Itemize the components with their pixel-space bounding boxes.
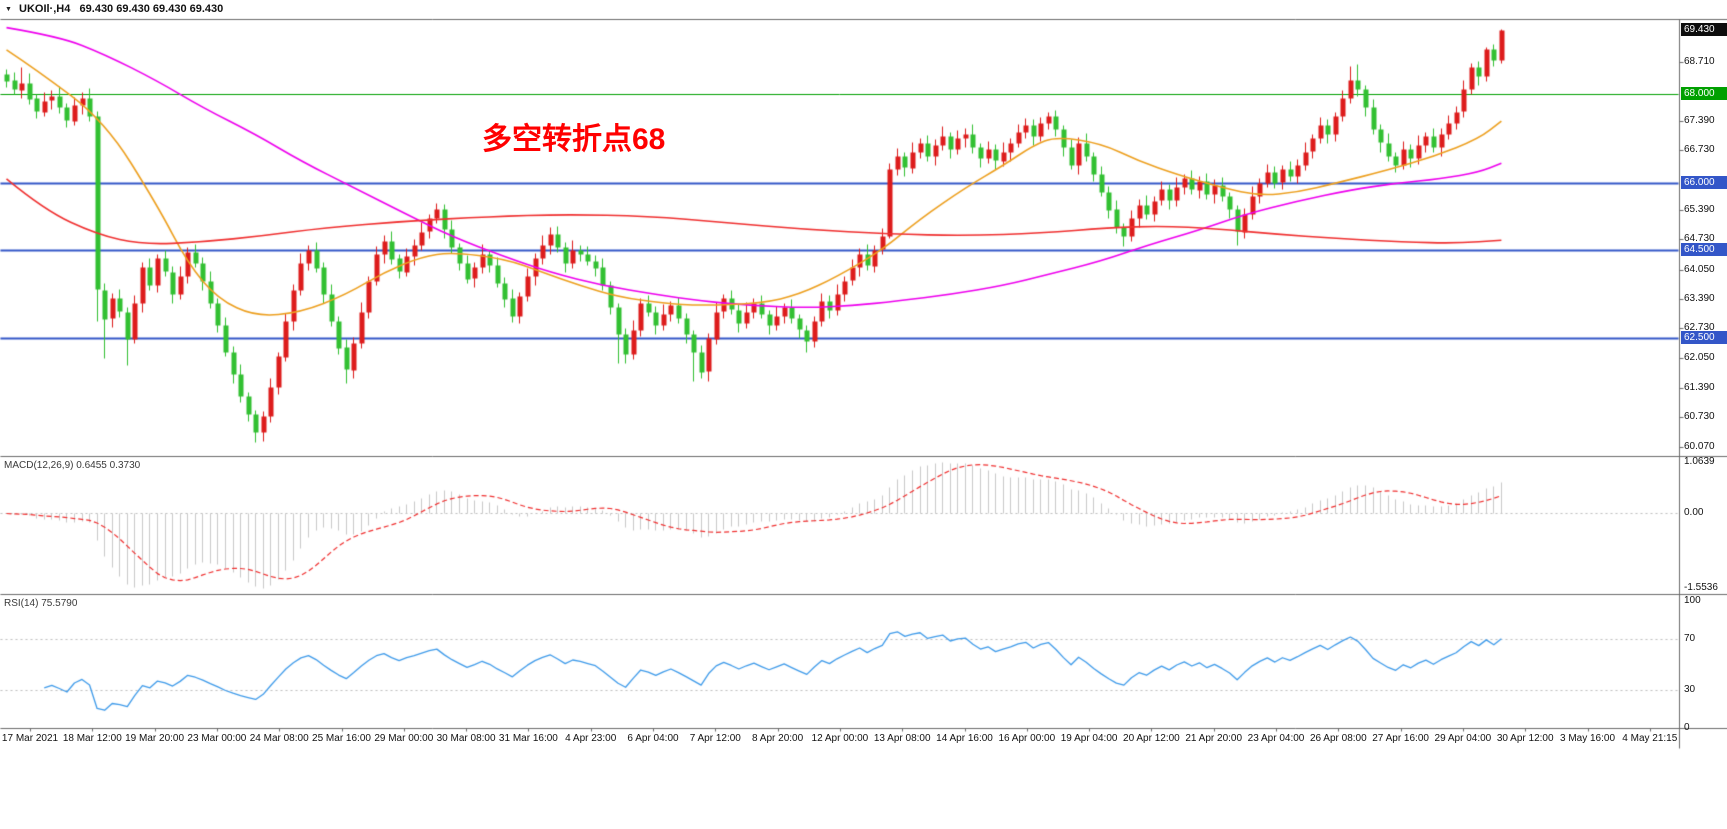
price-tick-label: 62.730: [1684, 322, 1715, 333]
date-label: 14 Apr 16:00: [936, 733, 993, 744]
price-tick-label: 63.390: [1684, 293, 1715, 304]
price-tick-label: 62.050: [1684, 352, 1715, 363]
time-axis[interactable]: [0, 728, 1679, 748]
macd-indicator-title: MACD(12,26,9) 0.6455 0.3730: [4, 460, 141, 471]
price-tick-label: 61.390: [1684, 382, 1715, 393]
chart-symbol-period: UKOIl·,H4: [19, 3, 71, 15]
chart-annotation-text: 多空转折点68: [482, 123, 666, 156]
macd-axis-label: 0.00: [1684, 507, 1704, 518]
date-label: 24 Mar 08:00: [249, 733, 309, 744]
date-label: 19 Mar 20:00: [125, 733, 185, 744]
chart-title: ▼ UKOIl·,H4 69.430 69.430 69.430 69.430: [5, 3, 223, 15]
date-label: 12 Apr 00:00: [811, 733, 869, 744]
current-price-label: 69.430: [1681, 23, 1727, 36]
date-label: 6 Apr 04:00: [627, 733, 679, 744]
date-label: 19 Apr 04:00: [1060, 733, 1118, 744]
rsi-axis-label: 70: [1684, 633, 1696, 644]
price-axis[interactable]: [1679, 19, 1727, 748]
date-label: 27 Apr 16:00: [1372, 733, 1429, 744]
date-label: 3 May 16:00: [1559, 733, 1616, 744]
date-label: 26 Apr 08:00: [1309, 733, 1367, 744]
date-label: 13 Apr 08:00: [873, 733, 931, 744]
date-label: 30 Mar 08:00: [436, 733, 496, 744]
price-tick-label: 68.710: [1684, 56, 1715, 67]
price-tick-label: 67.390: [1684, 115, 1715, 126]
date-label: 31 Mar 16:00: [498, 733, 558, 744]
date-label: 23 Apr 04:00: [1247, 733, 1305, 744]
price-tick-label: 60.730: [1684, 411, 1715, 422]
date-label: 20 Apr 12:00: [1123, 733, 1180, 744]
date-label: 16 Apr 00:00: [998, 733, 1056, 744]
date-label: 23 Mar 00:00: [187, 733, 247, 744]
date-label: 18 Mar 12:00: [62, 733, 122, 744]
macd-axis-label: -1.5536: [1684, 582, 1718, 593]
price-tick-label: 60.070: [1684, 441, 1715, 452]
date-label: 4 May 21:15: [1622, 733, 1678, 744]
symbol-dropdown-icon[interactable]: ▼: [5, 6, 12, 13]
price-tick-label: 65.390: [1684, 204, 1715, 215]
price-tick-label: 64.730: [1684, 233, 1715, 244]
price-level-label: 62.500: [1681, 331, 1727, 344]
rsi-indicator-title: RSI(14) 75.5790: [4, 598, 78, 609]
price-level-label: 68.000: [1681, 87, 1727, 100]
date-label: 30 Apr 12:00: [1496, 733, 1554, 744]
price-tick-label: 66.730: [1684, 144, 1715, 155]
date-label: 17 Mar 2021: [1, 733, 59, 744]
rsi-axis-label: 100: [1684, 595, 1701, 606]
macd-axis-label: 1.0639: [1684, 456, 1715, 467]
date-label: 7 Apr 12:00: [689, 733, 741, 744]
date-label: 8 Apr 20:00: [752, 733, 804, 744]
price-level-label: 64.500: [1681, 243, 1727, 256]
rsi-axis-label: 30: [1684, 684, 1696, 695]
chart-ohlc-values: 69.430 69.430 69.430 69.430: [79, 3, 224, 15]
date-label: 25 Mar 16:00: [312, 733, 371, 744]
date-label: 21 Apr 20:00: [1185, 733, 1243, 744]
date-label: 4 Apr 23:00: [565, 733, 617, 744]
price-level-label: 66.000: [1681, 176, 1727, 189]
price-tick-label: 64.050: [1684, 264, 1715, 275]
date-label: 29 Apr 04:00: [1434, 733, 1492, 744]
rsi-axis-label: 0: [1684, 722, 1690, 733]
date-label: 29 Mar 00:00: [374, 733, 434, 744]
